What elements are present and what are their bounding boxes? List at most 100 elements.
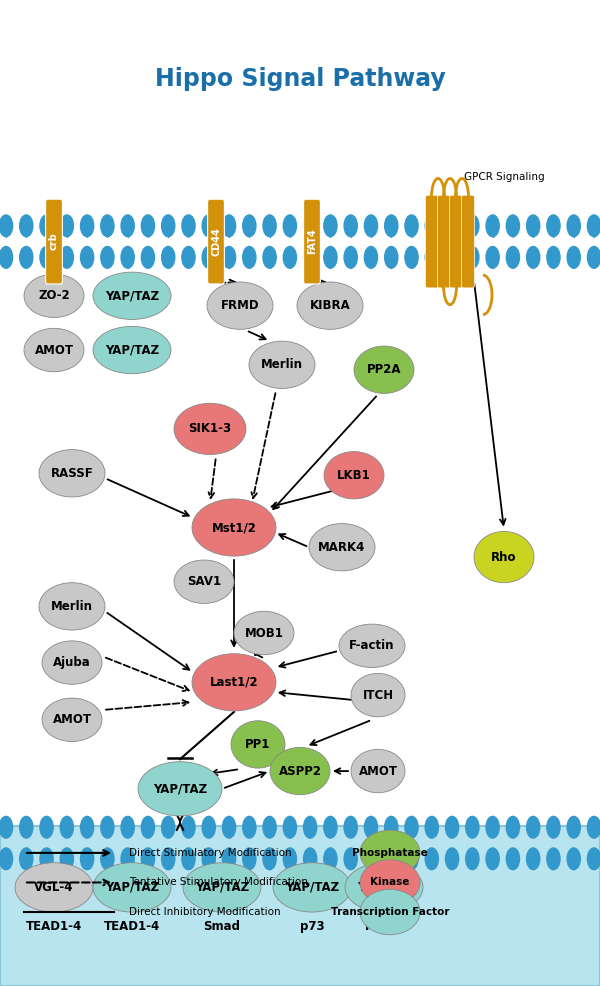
Circle shape [243,215,256,237]
Ellipse shape [360,889,420,935]
Circle shape [101,246,114,268]
Ellipse shape [39,450,105,497]
Circle shape [527,816,540,838]
Ellipse shape [192,499,276,556]
Circle shape [40,816,53,838]
Ellipse shape [174,560,234,603]
Ellipse shape [42,641,102,684]
Circle shape [425,215,439,237]
Text: GPCR Signaling: GPCR Signaling [464,173,544,182]
Ellipse shape [231,721,285,768]
Circle shape [364,816,377,838]
Circle shape [121,848,134,870]
Circle shape [567,816,580,838]
Circle shape [263,215,276,237]
Circle shape [263,816,276,838]
Text: FAT4: FAT4 [307,229,317,254]
Ellipse shape [138,761,222,816]
FancyBboxPatch shape [449,195,463,288]
Circle shape [364,215,377,237]
Ellipse shape [345,863,423,912]
Circle shape [527,246,540,268]
Text: Direct Inhibitory Modification: Direct Inhibitory Modification [129,907,281,917]
Text: LKB1: LKB1 [337,468,371,482]
Text: CD44: CD44 [211,227,221,256]
Text: Ajuba: Ajuba [53,656,91,669]
Circle shape [587,848,600,870]
Ellipse shape [207,282,273,329]
Circle shape [486,215,499,237]
Circle shape [527,215,540,237]
Circle shape [324,848,337,870]
Text: AMOT: AMOT [35,343,74,357]
Ellipse shape [183,863,261,912]
Circle shape [161,215,175,237]
Ellipse shape [351,749,405,793]
Text: MARK4: MARK4 [319,540,365,554]
Circle shape [304,848,317,870]
Ellipse shape [39,583,105,630]
Circle shape [445,215,458,237]
Text: Direct Stimulatory Modification: Direct Stimulatory Modification [129,848,292,858]
Circle shape [506,246,520,268]
Circle shape [182,816,195,838]
Text: Phosphatase: Phosphatase [352,848,428,858]
Text: Rho: Rho [491,550,517,564]
Text: YAP/TAZ: YAP/TAZ [105,880,159,894]
Circle shape [385,848,398,870]
Circle shape [243,246,256,268]
Ellipse shape [15,863,93,912]
Circle shape [142,816,155,838]
Text: PP2A: PP2A [367,363,401,377]
Text: Hippo Signal Pathway: Hippo Signal Pathway [155,67,445,91]
Text: Merlin: Merlin [261,358,303,372]
Circle shape [20,848,33,870]
Circle shape [587,215,600,237]
Text: Kinase: Kinase [370,878,410,887]
Circle shape [506,816,520,838]
Circle shape [344,246,357,268]
Circle shape [405,848,418,870]
Ellipse shape [474,531,534,583]
Circle shape [223,848,236,870]
Ellipse shape [309,524,375,571]
Text: MOB1: MOB1 [245,626,283,640]
Circle shape [547,816,560,838]
Circle shape [344,848,357,870]
Ellipse shape [93,272,171,319]
Circle shape [40,848,53,870]
Ellipse shape [297,282,363,329]
Circle shape [547,246,560,268]
Circle shape [80,848,94,870]
Circle shape [466,816,479,838]
Circle shape [223,246,236,268]
FancyBboxPatch shape [46,199,62,284]
Text: RNNX: RNNX [365,920,403,934]
Circle shape [202,215,215,237]
Circle shape [182,215,195,237]
Circle shape [0,848,13,870]
Circle shape [486,816,499,838]
Text: KIBRA: KIBRA [310,299,350,313]
Circle shape [202,816,215,838]
Circle shape [385,816,398,838]
Text: ZO-2: ZO-2 [38,289,70,303]
Circle shape [20,215,33,237]
Circle shape [506,848,520,870]
FancyBboxPatch shape [304,199,320,284]
Circle shape [101,816,114,838]
Circle shape [243,848,256,870]
Circle shape [324,816,337,838]
Circle shape [223,816,236,838]
Text: RASSF: RASSF [50,466,94,480]
Circle shape [142,215,155,237]
Circle shape [202,246,215,268]
Circle shape [405,215,418,237]
Circle shape [101,848,114,870]
Circle shape [425,246,439,268]
Ellipse shape [273,863,351,912]
Circle shape [466,246,479,268]
Circle shape [324,215,337,237]
Text: ITCH: ITCH [362,688,394,702]
Circle shape [445,816,458,838]
